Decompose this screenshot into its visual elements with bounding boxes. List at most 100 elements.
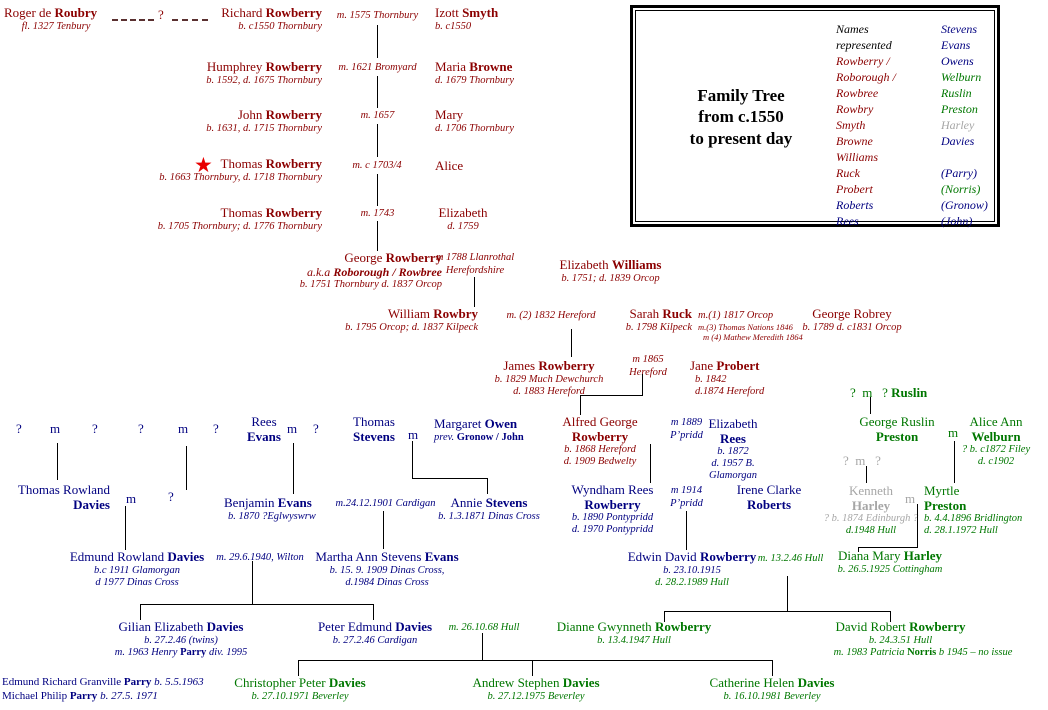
unknown-person: ? <box>92 421 98 436</box>
connector-line <box>642 374 643 396</box>
person-kenneth-harley: Kenneth Harley ? b. 1874 Edinburgh ? d.1… <box>823 483 919 537</box>
person-mary: Mary d. 1706 Thornbury <box>435 107 515 134</box>
connector-line <box>532 660 533 676</box>
connector-line <box>383 511 384 549</box>
connector-line <box>580 395 643 396</box>
connector-line <box>890 611 891 622</box>
connector-line <box>252 561 253 604</box>
marriage-symbol: m <box>948 425 959 440</box>
person-maria-browne: Maria Browne d. 1679 Thornbury <box>435 59 515 86</box>
person-george-rowberry: George Rowberry a.k.a Roborough / Rowbre… <box>299 250 442 290</box>
person-andrew-stephen-davies: Andrew Stephen Davies b. 27.12.1975 Beve… <box>472 675 600 702</box>
person-izott-smyth: Izott Smyth b. c1550 <box>435 5 499 32</box>
connector-line <box>866 466 867 483</box>
legend-box: Family Tree from c.1550 to present day N… <box>630 5 1000 228</box>
connector-line <box>373 604 374 620</box>
person-alice: Alice <box>435 158 464 173</box>
person-martha-ann-stevens-evans: Martha Ann Stevens Evans b. 15. 9. 1909 … <box>315 549 459 588</box>
person-edwin-david-rowberry: Edwin David Rowberry b. 23.10.1915 d. 28… <box>627 549 757 588</box>
connector-line <box>293 443 294 494</box>
marriage-label-1788: m 1788 Llanrothal Herefordshire <box>435 252 515 276</box>
person-gilian-elizabeth-davies: Gilian Elizabeth Davies b. 27.2.46 (twin… <box>114 619 248 658</box>
marriage-label-1657: m. 1657 <box>360 110 395 121</box>
connector-line <box>474 277 475 307</box>
marriage-label-1901: m.24.12.1901 Cardigan <box>335 498 436 509</box>
person-alfred-george-rowberry: Alfred George Rowberry b. 1868 Hereford … <box>562 414 638 468</box>
person-thomas-rowland-davies: Thomas Rowland Davies <box>17 482 110 512</box>
person-wyndham-rees-rowberry: Wyndham Rees Rowberry b. 1890 Pontypridd… <box>571 482 654 536</box>
connector-line <box>412 441 413 478</box>
legend-title: Family Tree from c.1550 to present day <box>689 86 793 148</box>
connector-line <box>412 478 487 479</box>
connector-line <box>140 604 141 620</box>
person-thomas-rowberry-1: Thomas Rowberry b. 1663 Thornbury, d. 17… <box>159 156 322 183</box>
connector-line <box>917 504 918 547</box>
connector-line <box>787 576 788 611</box>
connector-line <box>664 611 890 612</box>
marriage-label-1946: m. 13.2.46 Hull <box>757 553 824 564</box>
marriage-label-1865: m 1865 Hereford <box>629 354 667 378</box>
unknown-person: ? <box>168 489 174 504</box>
connector-line <box>298 660 299 676</box>
marriage-label-1914: m 1914 P’pridd <box>670 485 703 509</box>
marriage-label-1703: m. c 1703/4 <box>352 160 402 171</box>
person-george-robrey: George Robrey b. 1789 d. c1831 Orcop <box>802 306 902 333</box>
marriage-symbol: m <box>178 421 189 436</box>
connector-line <box>870 397 871 414</box>
connector-line <box>377 25 378 58</box>
connector-line <box>482 633 483 660</box>
person-irene-clarke-roberts: Irene Clarke Roberts <box>736 482 802 512</box>
person-diana-mary-harley: Diana Mary Harley b. 26.5.1925 Cottingha… <box>837 548 943 575</box>
marriage-symbol: m <box>287 421 298 436</box>
connector-line <box>377 76 378 108</box>
marriage-label-1889: m 1889 P’pridd <box>670 417 703 441</box>
unknown-parents-harley: ? m ? <box>843 453 881 468</box>
connector-line <box>664 611 665 622</box>
connector-line <box>772 660 773 676</box>
person-elizabeth-williams: Elizabeth Williams b. 1751; d. 1839 Orco… <box>559 257 662 284</box>
connector-line <box>186 446 187 490</box>
unknown-person: ? <box>213 421 219 436</box>
connector-line <box>377 174 378 206</box>
person-sarah-ruck: Sarah Ruck b. 1798 Kilpeck <box>625 306 692 333</box>
person-john-rowberry: John Rowberry b. 1631, d. 1715 Thornbury <box>206 107 322 134</box>
star-icon: ★ <box>194 153 213 177</box>
person-elizabeth-rees: Elizabeth Rees b. 1872 d. 1957 B. Glamor… <box>708 416 758 482</box>
connector-line <box>571 329 572 357</box>
marriage-label-1817-block: m.(1) 1817 Orcop m.(3) Thomas Nations 18… <box>698 310 803 343</box>
connector-line <box>650 444 651 483</box>
person-thomas-rowberry-2: Thomas Rowberry b. 1705 Thornbury; d. 17… <box>157 205 322 232</box>
person-george-ruslin-preston: George Ruslin Preston <box>859 414 935 444</box>
legend-names-column-1: Names represented Rowberry / Roborough /… <box>836 22 896 228</box>
legend-names-column-2: Stevens Evans Owens Welburn Ruslin Prest… <box>941 22 988 228</box>
connector-line <box>377 124 378 157</box>
connector-dashed-line <box>172 19 208 21</box>
connector-line <box>858 547 859 552</box>
person-edmund-richard-granville-parry: Edmund Richard Granville Parry b. 5.5.19… <box>2 676 264 704</box>
person-benjamin-evans: Benjamin Evans b. 1870 ?Eglwyswrw <box>224 495 316 522</box>
person-dianne-gwynneth-rowberry: Dianne Gwynneth Rowberry b. 13.4.1947 Hu… <box>556 619 712 646</box>
legend-inner-border: Family Tree from c.1550 to present day N… <box>635 10 995 228</box>
person-christopher-peter-davies: Christopher Peter Davies b. 27.10.1971 B… <box>234 675 366 702</box>
marriage-label-1621: m. 1621 Bromyard <box>338 62 417 73</box>
person-william-rowbry: William Rowbry b. 1795 Orcop; d. 1837 Ki… <box>345 306 478 333</box>
person-thomas-stevens: Thomas Stevens <box>353 414 395 444</box>
marriage-label-1743: m. 1743 <box>360 208 395 219</box>
connector-line <box>140 604 373 605</box>
marriage-label-1940: m. 29.6.1940, Wilton <box>216 552 304 563</box>
connector-line <box>858 547 918 548</box>
connector-line <box>686 511 687 550</box>
marriage-symbol: m <box>905 491 916 506</box>
person-catherine-helen-davies: Catherine Helen Davies b. 16.10.1981 Bev… <box>709 675 835 702</box>
marriage-symbol: m <box>50 421 61 436</box>
marriage-label-1832: m. (2) 1832 Hereford <box>506 310 596 321</box>
person-rees-evans: Rees Evans <box>247 414 281 444</box>
connector-line <box>298 660 772 661</box>
connector-line <box>57 443 58 480</box>
connector-dashed-line <box>112 19 154 21</box>
connector-line <box>954 441 955 483</box>
connector-line <box>377 221 378 251</box>
person-david-robert-rowberry: David Robert Rowberry b. 24.3.51 Hull m.… <box>833 619 1013 658</box>
unknown-person: ? <box>16 421 22 436</box>
